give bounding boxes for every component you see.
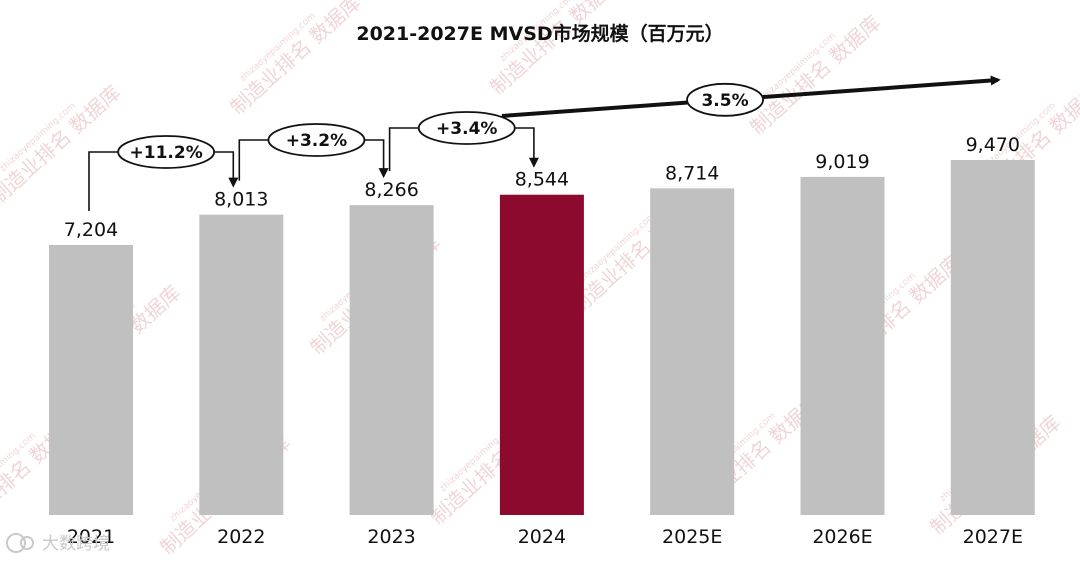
value-label-2021: 7,204 — [64, 219, 118, 241]
bar-2025e — [650, 188, 735, 515]
category-label-2026e: 2026E — [812, 526, 872, 548]
category-label-2025e: 2025E — [662, 526, 722, 548]
growth-label: +3.2% — [286, 131, 347, 151]
growth-bubble — [417, 111, 516, 145]
category-label-2024: 2024 — [518, 526, 566, 548]
bar-2023 — [349, 205, 434, 516]
value-label-2024: 8,544 — [515, 169, 569, 191]
value-labels-group: 7,204 8,013 8,266 8,544 8,714 9,019 9,470 — [64, 134, 1020, 241]
value-label-2025e: 8,714 — [665, 162, 719, 184]
brand-icon — [6, 533, 26, 553]
bars-group — [49, 160, 1035, 516]
category-label-2022: 2022 — [217, 526, 265, 548]
value-label-2022: 8,013 — [214, 189, 268, 211]
value-label-2023: 8,266 — [364, 179, 418, 201]
bar-2024 — [499, 194, 584, 516]
chart-title: 2021-2027E MVSD市场规模（百万元） — [356, 22, 723, 45]
category-label-2021: 2021 — [67, 526, 115, 548]
watermark-text: 制造业排名 数据库 — [0, 80, 125, 209]
brand-logo: 大数跨境 — [6, 533, 110, 554]
bar-2021 — [49, 244, 133, 516]
cagr-bubble — [686, 82, 764, 117]
growth-annotations-group: +11.2% +3.2% +3.4% 3.5% — [88, 75, 1001, 211]
bar-2022 — [199, 214, 284, 515]
growth-label: +11.2% — [130, 143, 203, 163]
brand-icon-dot — [20, 536, 34, 550]
growth-bubble — [117, 135, 216, 169]
brand-text: 大数跨境 — [42, 534, 110, 554]
category-label-2023: 2023 — [367, 526, 415, 548]
growth-bubble — [267, 123, 366, 157]
cagr-label: 3.5% — [701, 91, 748, 111]
watermark-text: 制造业排名 数据库 — [225, 0, 365, 119]
category-labels-group: 2021 2022 2023 2024 2025E 2026E 2027E — [67, 526, 1023, 548]
value-label-2026e: 9,019 — [815, 151, 869, 173]
bar-2026e — [800, 176, 885, 515]
bar-2027e — [950, 160, 1035, 515]
growth-label: +3.4% — [436, 119, 497, 139]
value-label-2027e: 9,470 — [966, 134, 1020, 156]
category-label-2027e: 2027E — [963, 526, 1023, 548]
watermark-text: 制造业排名 数据库 — [745, 10, 885, 139]
